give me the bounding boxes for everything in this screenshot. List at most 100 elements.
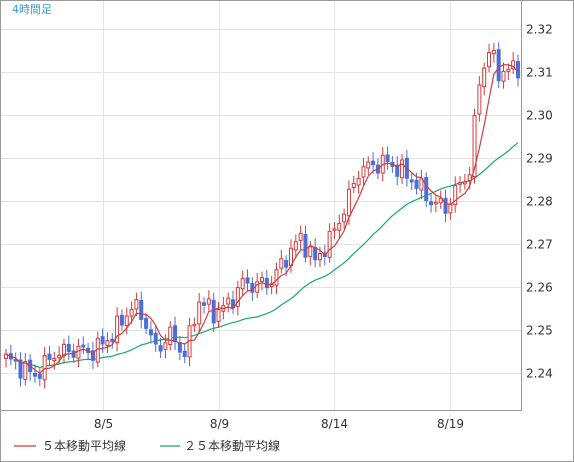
candle-body <box>351 182 356 188</box>
candle-body <box>472 115 477 178</box>
candle <box>506 63 511 81</box>
candle <box>192 317 197 333</box>
candle <box>105 332 110 353</box>
candle-body <box>158 345 163 352</box>
candle-body <box>293 241 298 251</box>
candle <box>356 170 361 194</box>
candle-body <box>100 336 105 345</box>
candle <box>115 307 120 352</box>
candle-body <box>168 326 173 345</box>
candle <box>453 176 458 213</box>
candle-body <box>37 373 42 379</box>
candle <box>361 158 366 185</box>
candle-body <box>298 232 303 241</box>
y-tick-label: 2.28 <box>526 195 553 209</box>
candle <box>371 152 376 174</box>
candle <box>438 190 443 209</box>
candle-body <box>23 361 28 380</box>
candle-body <box>279 258 284 269</box>
candle <box>66 335 71 361</box>
candle <box>443 189 448 223</box>
candle <box>231 290 236 314</box>
ma25-layer <box>5 142 519 369</box>
candle <box>18 352 23 387</box>
candle-body <box>462 181 467 185</box>
candle <box>298 225 303 250</box>
candle-body <box>337 222 342 231</box>
candle-body <box>453 184 458 206</box>
candle <box>206 290 211 311</box>
candle-body <box>216 309 221 322</box>
candle-body <box>260 277 264 282</box>
candle-body <box>400 159 405 179</box>
candle-body <box>395 164 400 177</box>
candle-body <box>274 269 279 286</box>
candle-body <box>371 160 376 166</box>
candle <box>342 208 347 229</box>
candle-body <box>429 201 434 206</box>
y-tick-label: 2.26 <box>526 281 553 295</box>
candle <box>144 313 149 335</box>
candle-body <box>385 154 390 163</box>
candle <box>385 146 390 170</box>
candle <box>211 292 216 333</box>
legend-label-ma25: ２５本移動平均線 <box>184 438 280 453</box>
candle-body <box>177 342 182 353</box>
candle-body <box>211 299 216 324</box>
candle-body <box>197 301 202 325</box>
candle-body <box>419 178 424 191</box>
candle <box>351 175 356 194</box>
chart-title: 4時間足 <box>12 3 52 16</box>
candle <box>110 332 115 349</box>
candle-body <box>516 61 520 79</box>
candle <box>487 43 492 73</box>
candle <box>472 108 477 184</box>
candle <box>153 326 158 352</box>
legend-label-ma5: ５本移動平均線 <box>42 438 126 453</box>
ma5-line <box>5 64 519 374</box>
candle-body <box>448 203 453 214</box>
candle-body <box>458 181 463 185</box>
candle-body <box>332 228 337 231</box>
candle-body <box>76 345 81 359</box>
candle-body <box>482 67 487 88</box>
candle <box>81 336 86 355</box>
candle <box>491 43 496 63</box>
candle <box>23 353 28 386</box>
candle <box>177 336 182 361</box>
candle <box>260 271 264 291</box>
candle <box>124 307 129 335</box>
candle-body <box>414 179 419 189</box>
candle-body <box>313 246 318 261</box>
candle-body <box>71 350 76 358</box>
candle-body <box>57 354 62 359</box>
candle-body <box>327 230 332 258</box>
candle-body <box>52 358 57 362</box>
legend: ５本移動平均線 ２５本移動平均線 <box>14 438 280 453</box>
candle <box>235 280 240 316</box>
candle-body <box>487 52 492 68</box>
x-tick-label: 8/5 <box>94 417 113 431</box>
y-tick-label: 2.29 <box>526 152 553 166</box>
ma25-line <box>5 142 519 369</box>
candle <box>197 293 202 333</box>
candle-body <box>308 246 313 257</box>
candle-body <box>153 332 158 345</box>
candle-body <box>42 355 47 381</box>
candle-body <box>192 323 197 327</box>
candle-body <box>346 188 351 217</box>
candle-body <box>356 177 361 186</box>
candle <box>42 347 47 389</box>
candle <box>173 316 178 351</box>
candle <box>462 173 467 190</box>
candle <box>61 338 66 364</box>
candle <box>37 368 42 387</box>
candle-body <box>144 317 149 329</box>
candle-body <box>366 161 371 169</box>
candle <box>409 172 414 191</box>
candle-body <box>496 49 501 82</box>
candle-body <box>342 213 347 223</box>
candle-body <box>501 70 506 82</box>
candle <box>240 270 245 296</box>
